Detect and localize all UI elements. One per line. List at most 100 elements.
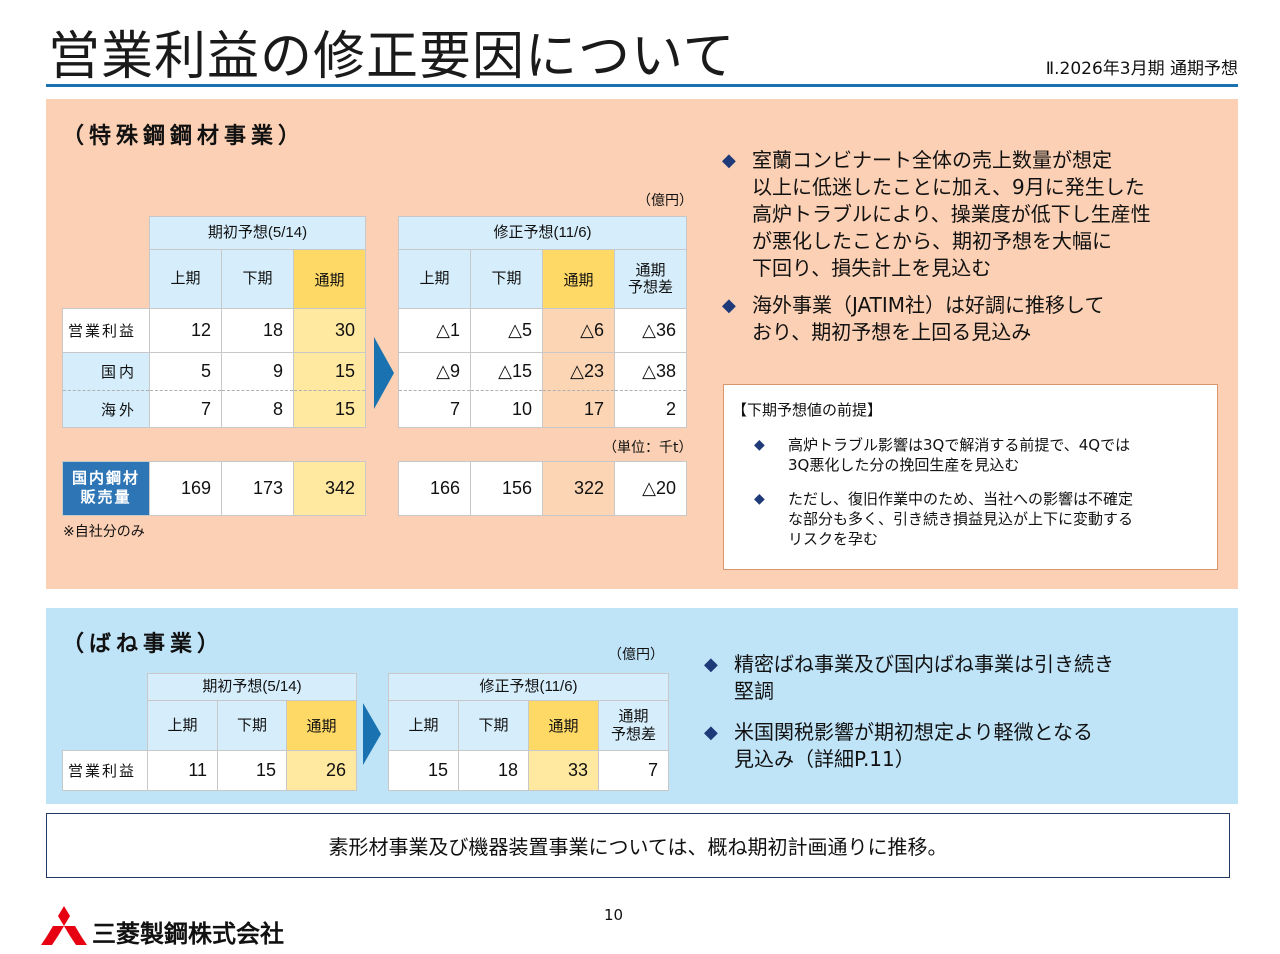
cell-value: △9 [398, 352, 471, 391]
bullet-text: 精密ばね事業及び国内ばね事業は引き続き 堅調 [734, 652, 1114, 703]
bullet-item: ◆ 米国関税影響が期初想定より軽微となる 見込み（詳細P.11） [700, 719, 1220, 773]
cell-value: 322 [542, 461, 615, 516]
col-first-half: 上期 [149, 249, 222, 309]
bullet-item: ◆ 精密ばね事業及び国内ばね事業は引き続き 堅調 [700, 651, 1220, 705]
spring-revised-table: 修正予想(11/6) 上期 下期 通期 通期 予想差 15 18 33 7 [387, 673, 670, 791]
cell-value: 166 [398, 461, 471, 516]
footnote: ※自社分のみ [63, 524, 145, 540]
cell-value: △1 [398, 308, 471, 353]
cell-value: 342 [293, 461, 366, 516]
col-full-year: 通期 [542, 249, 615, 309]
cell-value: △38 [613, 352, 688, 391]
cell-value: 18 [458, 750, 529, 791]
conclusion-text: 素形材事業及び機器装置事業については、概ね期初計画通りに推移。 [328, 835, 948, 859]
cell-value: 33 [528, 750, 599, 791]
spring-initial-table: 期初予想(5/14) 上期 下期 通期 営業利益 11 15 26 [62, 673, 358, 791]
premise-text: ただし、復旧作業中のため、当社への影響は不確定 な部分も多く、引き続き損益見込が… [788, 490, 1134, 548]
cell-value: △6 [542, 308, 615, 353]
steel-revised-sales-table: 166 156 322 △20 [398, 461, 687, 516]
blank-cell [63, 701, 148, 751]
cell-value: 15 [292, 390, 367, 428]
arrow-right-icon [363, 703, 381, 765]
blank-cell [63, 217, 150, 250]
unit-label-oku: （億円） [608, 647, 664, 663]
revised-forecast-header: 修正予想(11/6) [387, 673, 670, 701]
blank-cell [63, 250, 150, 309]
company-name: 三菱製鋼株式会社 [92, 920, 284, 948]
bullet-text: 室蘭コンビナート全体の売上数量が想定 以上に低迷したことに加え、9月に発生した … [752, 148, 1151, 280]
premise-item: ◆ 高炉トラブル影響は3Qで解消する前提で、4Qでは 3Q悪化した分の挽回生産を… [754, 435, 1208, 475]
row-label-domestic: 国内 [62, 352, 150, 391]
bullet-text: 米国関税影響が期初想定より軽微となる 見込み（詳細P.11） [734, 720, 1093, 771]
revised-forecast-header: 修正予想(11/6) [397, 216, 688, 250]
bullet-item: ◆ 室蘭コンビナート全体の売上数量が想定 以上に低迷したことに加え、9月に発生し… [718, 147, 1228, 282]
row-label-domestic-sales: 国内鋼材 販売量 [62, 461, 150, 516]
premise-title: 【下期予想値の前提】 [732, 401, 883, 419]
cell-value: △15 [470, 352, 543, 391]
cell-value: 7 [149, 390, 222, 428]
col-second-half: 下期 [221, 249, 294, 309]
cell-value: △36 [613, 308, 688, 353]
cell-value: 17 [542, 390, 615, 428]
col-full-year: 通期 [285, 700, 358, 751]
cell-value: 15 [217, 750, 287, 791]
cell-value: 8 [221, 390, 294, 428]
col-first-half: 上期 [398, 249, 471, 309]
cell-value: 26 [285, 750, 358, 791]
cell-value: 173 [221, 461, 294, 516]
initial-forecast-header: 期初予想(5/14) [146, 673, 358, 701]
premise-text: 高炉トラブル影響は3Qで解消する前提で、4Qでは 3Q悪化した分の挽回生産を見込… [788, 436, 1131, 474]
arrow-right-icon [374, 337, 394, 409]
steel-initial-table: 期初予想(5/14) 上期 下期 通期 営業利益 12 18 30 国内 5 9… [62, 216, 367, 428]
col-full-year: 通期 [292, 249, 367, 309]
steel-bullet-list: ◆ 室蘭コンビナート全体の売上数量が想定 以上に低迷したことに加え、9月に発生し… [718, 147, 1228, 356]
col-first-half: 上期 [147, 700, 218, 751]
cell-value: 11 [147, 750, 218, 791]
col-first-half: 上期 [388, 700, 459, 751]
cell-value: 12 [149, 308, 222, 353]
col-second-half: 下期 [470, 249, 543, 309]
conclusion-box: 素形材事業及び機器装置事業については、概ね期初計画通りに推移。 [46, 813, 1230, 878]
three-diamonds-logo-icon [41, 906, 87, 945]
row-label-overseas: 海外 [62, 390, 150, 428]
diamond-bullet-icon: ◆ [754, 491, 765, 507]
bullet-text: 海外事業（JATIM社）は好調に推移して おり、期初予想を上回る見込み [752, 293, 1105, 344]
unit-label-kt: （単位：千t） [603, 440, 693, 456]
cell-value: 7 [398, 390, 471, 428]
col-second-half: 下期 [458, 700, 529, 751]
spring-heading: （ばね事業） [62, 632, 225, 657]
col-full-year-diff: 通期 予想差 [597, 700, 670, 751]
cell-value: △20 [614, 461, 687, 516]
cell-value: 7 [597, 750, 670, 791]
title-divider [46, 84, 1238, 87]
diamond-bullet-icon: ◆ [704, 654, 718, 675]
cell-value: 9 [221, 352, 294, 391]
col-full-year-diff: 通期 予想差 [613, 249, 688, 309]
page-number: 10 [604, 906, 624, 924]
diamond-bullet-icon: ◆ [704, 722, 718, 743]
bullet-item: ◆ 海外事業（JATIM社）は好調に推移して おり、期初予想を上回る見込み [718, 292, 1228, 346]
unit-label-oku: （億円） [637, 193, 693, 209]
cell-value: 156 [470, 461, 543, 516]
cell-value: 10 [470, 390, 543, 428]
cell-value: 15 [388, 750, 459, 791]
row-label-operating-profit: 営業利益 [62, 750, 148, 791]
cell-value: 169 [149, 461, 222, 516]
premise-box: 【下期予想値の前提】 ◆ 高炉トラブル影響は3Qで解消する前提で、4Qでは 3Q… [723, 384, 1218, 570]
diamond-bullet-icon: ◆ [754, 437, 765, 453]
special-steel-heading: （特殊鋼鋼材事業） [62, 124, 306, 149]
row-label-operating-profit: 営業利益 [62, 308, 150, 353]
page-title: 営業利益の修正要因について [48, 27, 736, 87]
cell-value: 15 [292, 352, 367, 391]
spring-bullet-list: ◆ 精密ばね事業及び国内ばね事業は引き続き 堅調 ◆ 米国関税影響が期初想定より… [700, 651, 1220, 783]
cell-value: △5 [470, 308, 543, 353]
cell-value: 2 [613, 390, 688, 428]
col-full-year: 通期 [528, 700, 599, 751]
initial-forecast-header: 期初予想(5/14) [148, 216, 367, 250]
cell-value: 18 [221, 308, 294, 353]
section-subtitle: Ⅱ.2026年3月期 通期予想 [1045, 59, 1238, 79]
cell-value: 30 [292, 308, 367, 353]
blank-cell [63, 674, 148, 701]
diamond-bullet-icon: ◆ [722, 150, 736, 171]
steel-revised-table: 修正予想(11/6) 上期 下期 通期 通期 予想差 △1 △5 △6 △36 … [397, 216, 688, 428]
